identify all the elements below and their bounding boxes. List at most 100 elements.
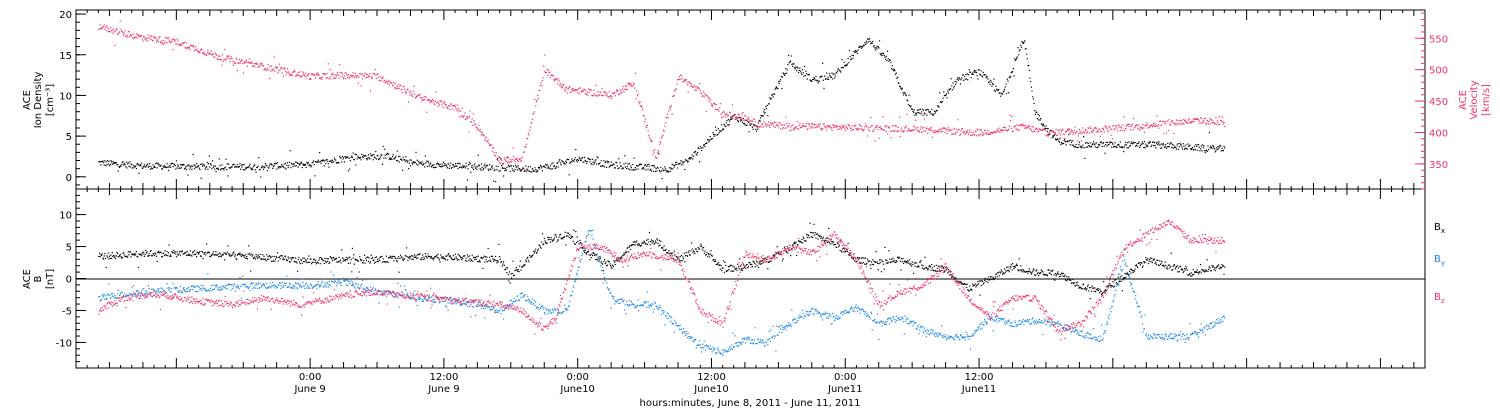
data-point xyxy=(365,77,366,78)
data-point xyxy=(632,244,633,245)
data-point xyxy=(704,253,705,254)
data-point xyxy=(435,92,436,93)
data-point xyxy=(118,170,119,171)
data-point xyxy=(98,256,99,257)
data-point xyxy=(664,245,665,246)
data-point xyxy=(448,253,449,254)
data-point xyxy=(410,165,411,166)
data-point xyxy=(1016,58,1017,59)
data-point xyxy=(1060,138,1061,139)
data-point xyxy=(161,252,162,253)
data-point xyxy=(1033,98,1034,99)
data-point xyxy=(394,158,395,159)
data-point xyxy=(1221,120,1222,121)
data-point xyxy=(1009,125,1010,126)
data-point xyxy=(706,95,707,96)
data-point xyxy=(922,115,923,116)
data-point xyxy=(683,258,684,259)
data-point xyxy=(693,156,694,157)
data-point xyxy=(1075,146,1076,147)
data-point xyxy=(606,167,607,168)
data-point xyxy=(836,72,837,73)
data-point xyxy=(501,261,502,262)
data-point xyxy=(193,254,194,255)
data-point xyxy=(799,70,800,71)
data-point xyxy=(926,114,927,115)
data-point xyxy=(603,160,604,161)
data-point xyxy=(998,89,999,90)
data-point xyxy=(153,164,154,165)
data-point xyxy=(484,262,485,263)
data-point xyxy=(823,88,824,89)
data-point xyxy=(1064,139,1065,140)
data-point xyxy=(652,165,653,166)
data-point xyxy=(1140,145,1141,146)
data-point xyxy=(482,169,483,170)
data-point xyxy=(651,140,652,141)
data-point xyxy=(1109,127,1110,128)
data-point xyxy=(199,169,200,170)
data-point xyxy=(276,163,277,164)
data-point xyxy=(301,76,302,77)
data-point xyxy=(340,76,341,77)
data-point xyxy=(235,254,236,255)
data-point xyxy=(892,65,893,66)
data-point xyxy=(1179,146,1180,147)
data-point xyxy=(547,75,548,76)
data-point xyxy=(932,130,933,131)
data-point xyxy=(131,35,132,36)
data-point xyxy=(866,126,867,127)
data-point xyxy=(833,73,834,74)
data-point xyxy=(254,165,255,166)
data-point xyxy=(553,162,554,163)
data-point xyxy=(1114,128,1115,129)
bottom-left-label-line-3: [nT] xyxy=(45,269,56,289)
data-point xyxy=(217,168,218,169)
data-point xyxy=(283,257,284,258)
data-point xyxy=(424,99,425,100)
data-point xyxy=(498,244,499,245)
data-point xyxy=(985,77,986,78)
data-point xyxy=(266,69,267,70)
data-point xyxy=(431,100,432,101)
data-point xyxy=(1157,142,1158,143)
data-point xyxy=(642,109,643,110)
data-point xyxy=(483,257,484,258)
data-point xyxy=(581,160,582,161)
data-point xyxy=(648,135,649,136)
data-point xyxy=(1096,128,1097,129)
data-point xyxy=(151,250,152,251)
data-point xyxy=(952,134,953,135)
data-point xyxy=(455,254,456,255)
data-point xyxy=(1036,128,1037,129)
data-point xyxy=(656,238,657,239)
data-point xyxy=(518,269,519,270)
data-point xyxy=(315,78,316,79)
data-point xyxy=(480,170,481,171)
data-point xyxy=(563,85,564,86)
data-point xyxy=(682,78,683,79)
data-point xyxy=(1132,124,1133,125)
data-point xyxy=(945,132,946,133)
data-point xyxy=(617,165,618,166)
data-point xyxy=(892,130,893,131)
data-point xyxy=(1114,142,1115,143)
data-point xyxy=(1191,149,1192,150)
data-point xyxy=(361,86,362,87)
data-point xyxy=(539,90,540,91)
data-point xyxy=(349,169,350,170)
data-point xyxy=(593,253,594,254)
data-point xyxy=(1005,127,1006,128)
data-point xyxy=(197,166,198,167)
data-point xyxy=(111,161,112,162)
data-point xyxy=(177,39,178,40)
data-point xyxy=(559,159,560,160)
data-point xyxy=(908,128,909,129)
data-point xyxy=(674,251,675,252)
data-point xyxy=(153,40,154,41)
data-point xyxy=(433,258,434,259)
data-point xyxy=(164,165,165,166)
data-point xyxy=(361,74,362,75)
data-point xyxy=(1003,90,1004,91)
